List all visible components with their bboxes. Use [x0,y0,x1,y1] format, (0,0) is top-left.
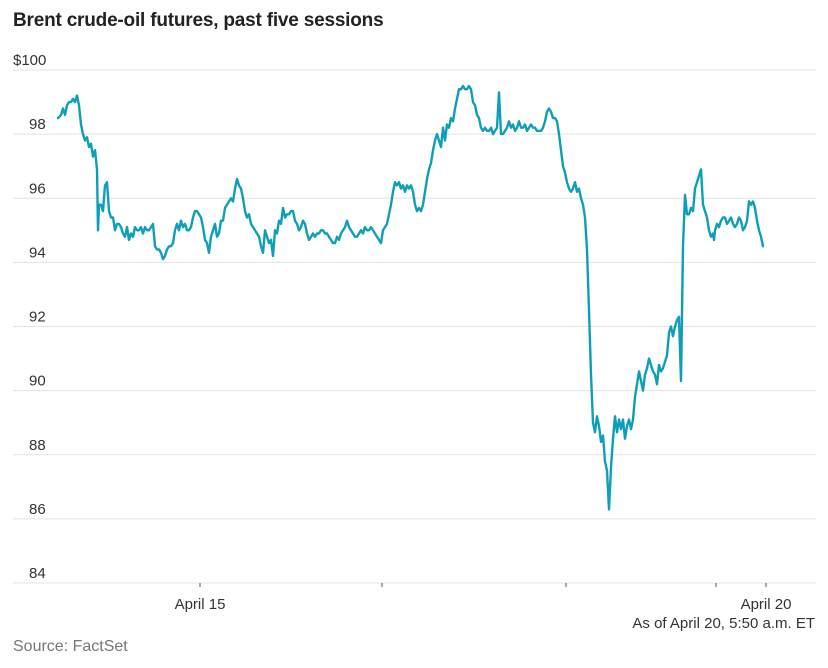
y-tick-label: 98 [29,116,46,133]
y-tick-label: 84 [29,565,46,582]
x-axis-labels: April 15 April 20 [175,596,792,613]
y-tick-label: 88 [29,437,46,454]
source-note: Source: FactSet [13,638,128,655]
y-tick-label: $100 [13,52,46,69]
x-tick-label: April 20 [741,596,792,613]
y-tick-label: 96 [29,180,46,197]
x-axis-ticks [199,583,767,587]
x-tick-label: April 15 [175,596,226,613]
y-tick-label: 92 [29,309,46,326]
y-tick-label: 90 [29,373,46,390]
y-tick-label: 86 [29,501,46,518]
y-axis-labels: $100 98 96 94 92 90 88 86 84 [13,52,46,582]
price-line [56,84,765,511]
as-of-timestamp: As of April 20, 5:50 a.m. ET [632,615,815,632]
chart-title: Brent crude-oil futures, past five sessi… [13,10,384,31]
y-gridlines [13,69,816,584]
y-tick-label: 94 [29,244,46,261]
